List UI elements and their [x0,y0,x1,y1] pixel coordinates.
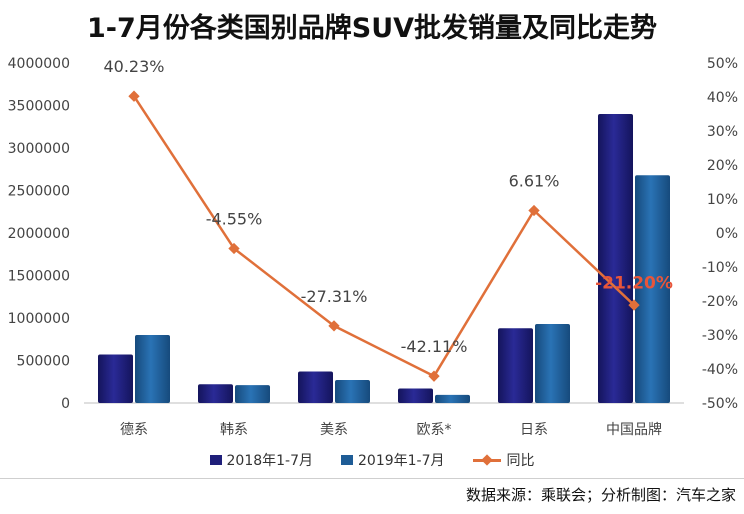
y-left-tick-label: 2500000 [8,184,70,200]
bar-2019 [335,380,370,403]
yoy-point [228,242,240,255]
y-left-tick-label: 3500000 [8,99,70,115]
y-right-tick-label: 30% [707,124,738,140]
yoy-point [628,299,640,311]
bar-2019 [635,175,670,403]
y-right-tick-label: -30% [702,328,738,344]
bar-2018 [398,388,433,403]
bar-2019 [135,335,170,403]
legend: 2018年1-7月 2019年1-7月 同比 [0,450,744,470]
y-right-tick-label: -20% [702,294,738,310]
y-right-tick-label: 40% [707,90,738,106]
legend-swatch-2018 [209,455,222,465]
x-tick-label: 日系 [520,422,548,438]
yoy-point [428,370,440,382]
x-tick-label: 韩系 [220,422,248,438]
yoy-data-label: 40.23% [103,57,164,76]
bar-2018 [198,384,233,403]
legend-swatch-yoy [472,455,501,465]
y-right-tick-label: -10% [702,260,738,276]
y-right-tick-label: 50% [707,56,738,72]
y-left-tick-label: 3000000 [8,141,70,157]
y-right-tick-label: 20% [707,158,738,174]
chart-title: 1-7月份各类国别品牌SUV批发销量及同比走势 [86,13,658,44]
y-left-tick-label: 1000000 [8,311,70,327]
legend-item-yoy: 同比 [472,450,535,470]
y-left-tick-label: 1500000 [8,269,70,285]
source-note: 数据来源：乘联会；分析制图：汽车之家 [465,486,736,504]
yoy-data-label: 6.61% [509,172,560,191]
legend-label-yoy: 同比 [506,453,535,469]
yoy-point [328,320,340,332]
x-tick-label: 美系 [320,422,348,438]
yoy-data-label: -4.55% [206,209,263,228]
y-left-tick-label: 4000000 [8,56,70,72]
x-tick-label: 德系 [120,422,148,438]
x-tick-label: 欧系* [417,422,452,438]
y-left-tick-label: 2000000 [8,226,70,242]
legend-item-2018: 2018年1-7月 [209,450,314,470]
bar-2018 [598,114,633,403]
bar-2019 [535,323,570,403]
y-right-tick-label: 10% [707,192,738,208]
yoy-point [528,204,540,217]
x-tick-label: 中国品牌 [606,421,662,438]
legend-item-2019: 2019年1-7月 [341,450,445,470]
y-right-tick-label: 0% [716,226,738,242]
bar-2019 [235,385,270,403]
yoy-data-label: -27.31% [301,287,368,306]
bar-2018 [298,371,333,403]
legend-swatch-2019 [341,455,353,465]
y-left-tick-label: 0 [61,396,70,412]
legend-label-2019: 2019年1-7月 [358,453,445,469]
y-right-tick-label: -40% [702,362,738,378]
bar-2018 [98,354,133,403]
y-right-tick-label: -50% [702,396,738,412]
yoy-data-label: -21.20% [595,273,673,293]
bar-2019 [435,394,470,403]
legend-label-2018: 2018年1-7月 [226,453,314,469]
footer-divider [0,478,744,479]
yoy-data-label: -42.11% [401,337,468,356]
y-left-tick-label: 500000 [17,354,70,370]
bar-2018 [498,328,533,403]
yoy-line [132,95,635,378]
chart-area: 0 500000 1000000 1500000 2000000 2500000 30000… [8,56,738,438]
